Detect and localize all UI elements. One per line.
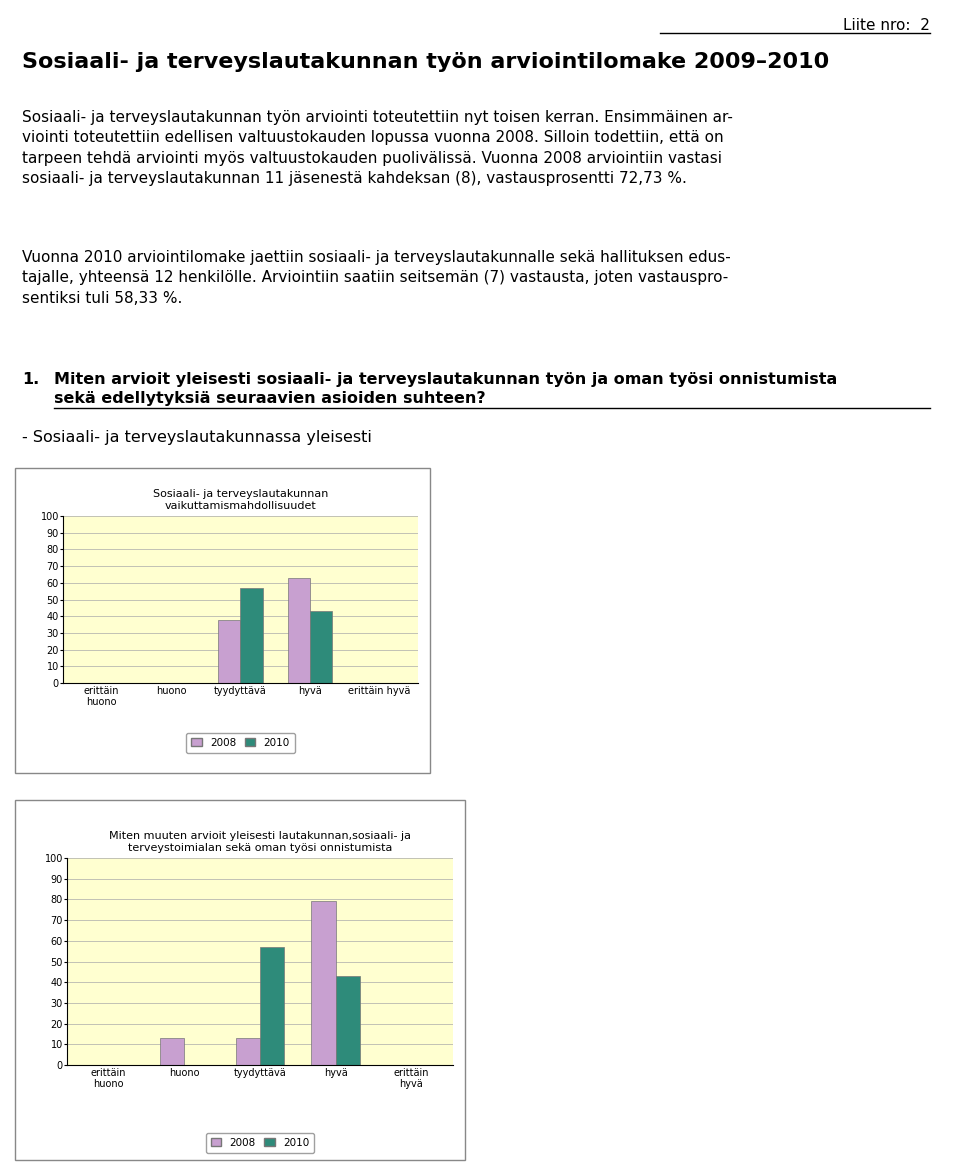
Text: sekä edellytyksiä seuraavien asioiden suhteen?: sekä edellytyksiä seuraavien asioiden su… bbox=[54, 391, 486, 407]
Bar bbox=[241, 588, 263, 683]
Text: 1.: 1. bbox=[22, 372, 39, 387]
Bar bbox=[260, 947, 284, 1065]
Title: Miten muuten arvioit yleisesti lautakunnan,sosiaali- ja
terveystoimialan sekä om: Miten muuten arvioit yleisesti lautakunn… bbox=[109, 831, 411, 853]
Bar bbox=[311, 901, 336, 1065]
Bar bbox=[218, 619, 241, 683]
Text: Sosiaali- ja terveyslautakunnan työn arviointilomake 2009–2010: Sosiaali- ja terveyslautakunnan työn arv… bbox=[22, 52, 829, 72]
Bar bbox=[236, 1038, 260, 1065]
Text: Vuonna 2010 arviointilomake jaettiin sosiaali- ja terveyslautakunnalle sekä hall: Vuonna 2010 arviointilomake jaettiin sos… bbox=[22, 250, 731, 306]
Text: Miten arvioit yleisesti sosiaali- ja terveyslautakunnan työn ja oman työsi onnis: Miten arvioit yleisesti sosiaali- ja ter… bbox=[54, 372, 837, 387]
Text: Sosiaali- ja terveyslautakunnan työn arviointi toteutettiin nyt toisen kerran. E: Sosiaali- ja terveyslautakunnan työn arv… bbox=[22, 110, 732, 186]
Bar bbox=[288, 578, 310, 683]
Legend: 2008, 2010: 2008, 2010 bbox=[205, 1133, 314, 1153]
Bar bbox=[160, 1038, 184, 1065]
Text: Liite nro:  2: Liite nro: 2 bbox=[843, 18, 930, 33]
Title: Sosiaali- ja terveyslautakunnan
vaikuttamismahdollisuudet: Sosiaali- ja terveyslautakunnan vaikutta… bbox=[153, 489, 328, 511]
Text: - Sosiaali- ja terveyslautakunnassa yleisesti: - Sosiaali- ja terveyslautakunnassa ylei… bbox=[22, 430, 372, 445]
Bar bbox=[336, 976, 360, 1065]
Bar bbox=[310, 611, 332, 683]
Legend: 2008, 2010: 2008, 2010 bbox=[186, 732, 295, 753]
